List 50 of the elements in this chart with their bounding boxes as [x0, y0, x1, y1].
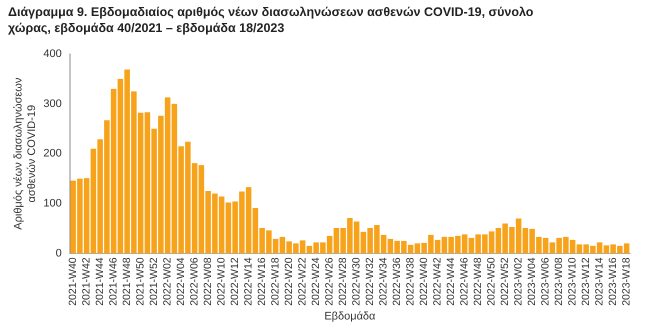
x-tick-label: 2022-W08 — [202, 257, 214, 306]
x-tick-label: 2022-W32 — [364, 257, 376, 306]
x-tick-label: 2022-W46 — [458, 257, 471, 306]
x-tick-label: 2023-W06 — [540, 257, 552, 306]
x-tick-label: 2022-W02 — [162, 257, 174, 306]
x-tick-label: 2023-W10 — [566, 257, 579, 306]
x-axis-title: Εβδομάδα — [324, 310, 376, 322]
x-tick-label: 2021-W50 — [134, 257, 147, 306]
x-tick-label: 2022-W20 — [283, 257, 296, 306]
x-tick-label: 2022-W44 — [445, 257, 458, 306]
x-tick-label: 2021-W52 — [148, 257, 160, 306]
x-tick-label: 2022-W04 — [175, 257, 188, 306]
y-tick-label: 0 — [56, 247, 62, 260]
x-tick-label: 2023-W08 — [553, 257, 566, 306]
x-tick-label: 2022-W10 — [216, 257, 228, 306]
x-tick-label: 2022-W52 — [499, 257, 512, 306]
x-tick-label: 2023-W04 — [526, 257, 538, 306]
x-tick-label: 2022-W16 — [256, 257, 268, 306]
y-axis-title: Αριθμός νέων διασωληνώσεων ασθενών COVID-19 — [12, 77, 38, 230]
x-tick-label: 2023-W16 — [607, 257, 620, 306]
x-tick-label: 2023-W14 — [594, 257, 606, 306]
x-tick-label: 2022-W24 — [310, 257, 322, 306]
x-tick-label: 2022-W34 — [378, 257, 390, 306]
x-tick-label: 2022-W14 — [242, 257, 255, 306]
x-tick-label: 2021-W48 — [121, 257, 134, 306]
x-tick-label: 2022-W38 — [404, 257, 417, 306]
x-tick-label: 2021-W42 — [80, 257, 93, 306]
x-tick-label: 2021-W40 — [67, 257, 80, 306]
x-tick-label: 2022-W28 — [337, 257, 350, 306]
x-tick-label: 2023-W12 — [580, 257, 592, 306]
y-tick-label: 200 — [43, 148, 62, 160]
y-tick-label: 300 — [43, 98, 62, 110]
x-tick-label: 2022-W12 — [229, 257, 242, 306]
x-tick-label: 2022-W36 — [391, 257, 404, 306]
x-tick-label: 2023-W18 — [620, 257, 633, 306]
x-tick-label: 2021-W46 — [108, 257, 120, 306]
x-tick-label: 2022-W48 — [472, 257, 484, 306]
x-tick-label: 2023-W02 — [512, 257, 525, 306]
x-tick-label: 2022-W40 — [418, 257, 430, 306]
x-tick-label: 2022-W50 — [486, 257, 498, 306]
x-tick-label: 2022-W42 — [432, 257, 444, 306]
x-tick-label: 2022-W26 — [324, 257, 336, 306]
x-tick-label: 2022-W30 — [350, 257, 363, 306]
x-tick-label: 2022-W22 — [296, 257, 309, 306]
chart-title: Διάγραμμα 9. Εβδομαδιαίος αριθμός νέων διασωληνώσεων ασθενών COVID-19, σύνολο χώρας, εβδομάδα 40/2021 – εβδομάδα 18/2023 — [8, 4, 534, 36]
x-tick-label: 2022-W18 — [270, 257, 282, 306]
x-tick-label: 2022-W06 — [188, 257, 201, 306]
y-tick-label: 100 — [43, 198, 62, 210]
y-tick-label: 400 — [43, 48, 62, 60]
x-tick-label: 2021-W44 — [94, 257, 106, 306]
